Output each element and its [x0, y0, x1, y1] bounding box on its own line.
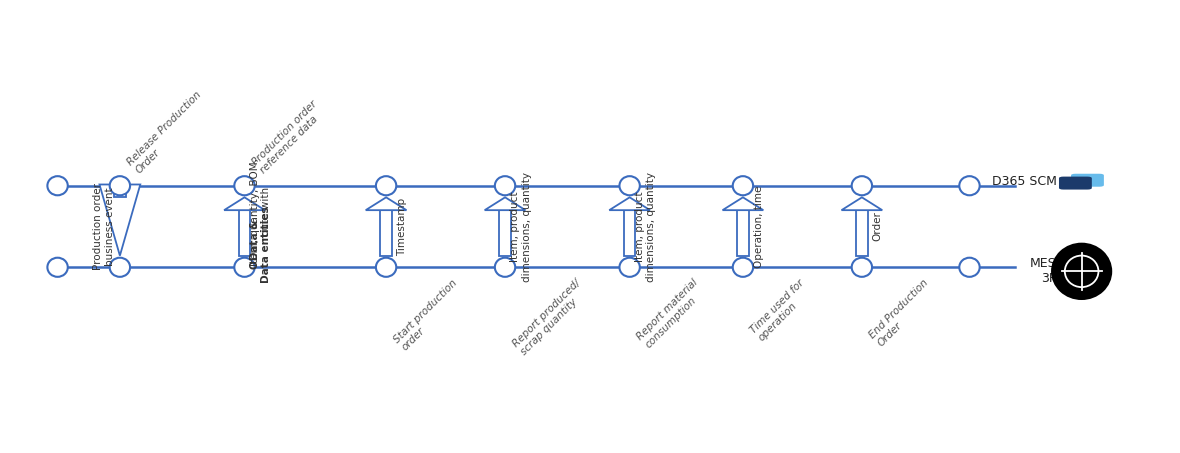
Ellipse shape: [47, 176, 67, 195]
Text: OData &
Data entities: OData & Data entities: [249, 207, 271, 283]
Ellipse shape: [959, 176, 979, 195]
FancyBboxPatch shape: [624, 210, 635, 255]
Polygon shape: [609, 198, 650, 210]
FancyBboxPatch shape: [857, 210, 867, 255]
Text: Release Production
Order: Release Production Order: [125, 89, 211, 176]
Text: Item, quantity, BOM,
route with: Item, quantity, BOM, route with: [249, 158, 271, 266]
Ellipse shape: [959, 258, 979, 277]
Polygon shape: [485, 198, 525, 210]
FancyBboxPatch shape: [1058, 177, 1092, 189]
Polygon shape: [841, 198, 883, 210]
FancyBboxPatch shape: [238, 210, 250, 255]
FancyBboxPatch shape: [738, 210, 748, 255]
Text: MES
3P: MES 3P: [1030, 257, 1057, 285]
Text: Order: Order: [873, 212, 883, 241]
Ellipse shape: [733, 176, 753, 195]
Text: D365 SCM: D365 SCM: [992, 175, 1057, 188]
Ellipse shape: [852, 176, 872, 195]
Ellipse shape: [235, 176, 255, 195]
FancyBboxPatch shape: [380, 210, 392, 255]
Polygon shape: [366, 198, 406, 210]
Ellipse shape: [852, 258, 872, 277]
Ellipse shape: [733, 258, 753, 277]
Ellipse shape: [620, 258, 640, 277]
Text: Production order
reference data: Production order reference data: [250, 99, 327, 176]
FancyBboxPatch shape: [1071, 174, 1103, 187]
Text: Start production
order: Start production order: [392, 277, 467, 353]
Ellipse shape: [110, 176, 130, 195]
Text: Time used for
operation: Time used for operation: [748, 277, 814, 343]
Ellipse shape: [620, 176, 640, 195]
Ellipse shape: [235, 258, 255, 277]
Text: End Production
Order: End Production Order: [867, 277, 938, 348]
Text: Report produced/
scrap quantity: Report produced/ scrap quantity: [511, 277, 590, 357]
FancyBboxPatch shape: [114, 184, 125, 198]
Ellipse shape: [110, 258, 130, 277]
Text: Operation, time: Operation, time: [754, 185, 763, 268]
Ellipse shape: [1051, 243, 1113, 300]
Ellipse shape: [376, 176, 396, 195]
FancyBboxPatch shape: [499, 210, 511, 255]
Polygon shape: [722, 198, 763, 210]
Ellipse shape: [494, 258, 516, 277]
Text: Production order
business event: Production order business event: [93, 183, 114, 270]
Text: Timestamp: Timestamp: [396, 198, 407, 255]
Ellipse shape: [494, 176, 516, 195]
Ellipse shape: [47, 258, 67, 277]
Text: Report material
consumption: Report material consumption: [635, 277, 708, 351]
Text: Item, product
dimensions, quantity: Item, product dimensions, quantity: [510, 172, 532, 281]
Text: Item, product
dimensions, quantity: Item, product dimensions, quantity: [635, 172, 656, 281]
Polygon shape: [224, 198, 264, 210]
Ellipse shape: [376, 258, 396, 277]
Polygon shape: [99, 184, 140, 255]
